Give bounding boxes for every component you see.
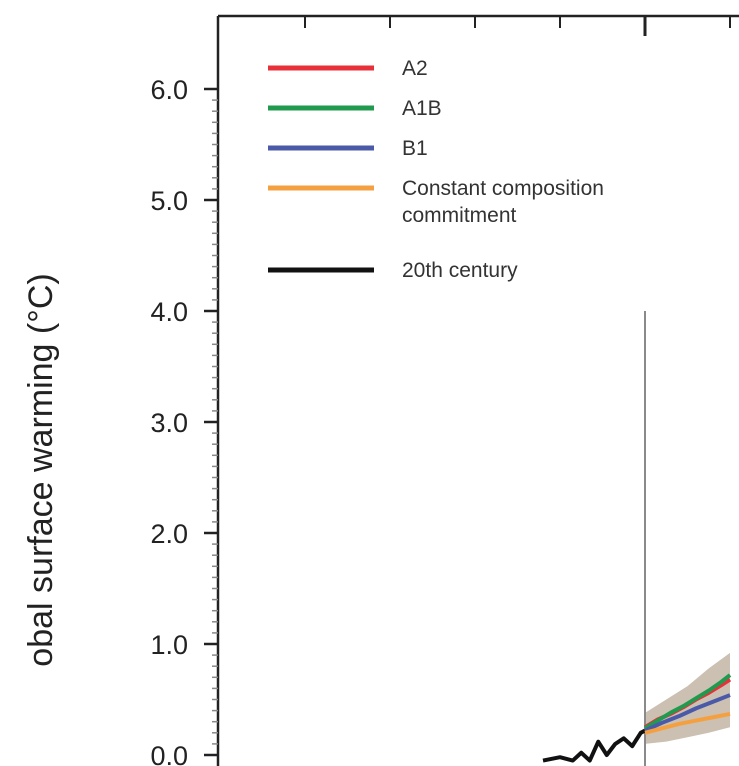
y-axis-label: obal surface warming (°C) <box>22 273 60 666</box>
legend-label-20th-century: 20th century <box>402 259 518 282</box>
y-tick-label: 5.0 <box>150 186 188 216</box>
series-line-20th-century <box>542 728 646 763</box>
y-tick-label: 3.0 <box>150 408 188 438</box>
legend-label-constant-composition-commitment: Constant composition <box>402 177 604 200</box>
legend-label-b1: B1 <box>402 137 428 160</box>
legend-label-a1b: A1B <box>402 97 442 120</box>
y-tick-label: 6.0 <box>150 75 188 105</box>
series-line-constant-composition-commitment <box>644 711 731 735</box>
legend: A2 A1B B1 Constant composition commitment 20t… <box>268 57 604 282</box>
y-tick-label: 4.0 <box>150 297 188 327</box>
y-tick-label: 0.0 <box>150 741 188 766</box>
axes-layer: 0.0 1.0 2.0 3.0 4.0 5.0 6.0 <box>150 14 739 766</box>
series-layer <box>542 673 732 763</box>
y-tick-label: 2.0 <box>150 519 188 549</box>
series-line-a1b <box>643 673 732 731</box>
legend-label-a2: A2 <box>402 57 428 80</box>
y-tick-label: 1.0 <box>150 630 188 660</box>
legend-label-constant-composition-commitment: commitment <box>402 204 517 227</box>
series-line-b1 <box>644 693 731 733</box>
